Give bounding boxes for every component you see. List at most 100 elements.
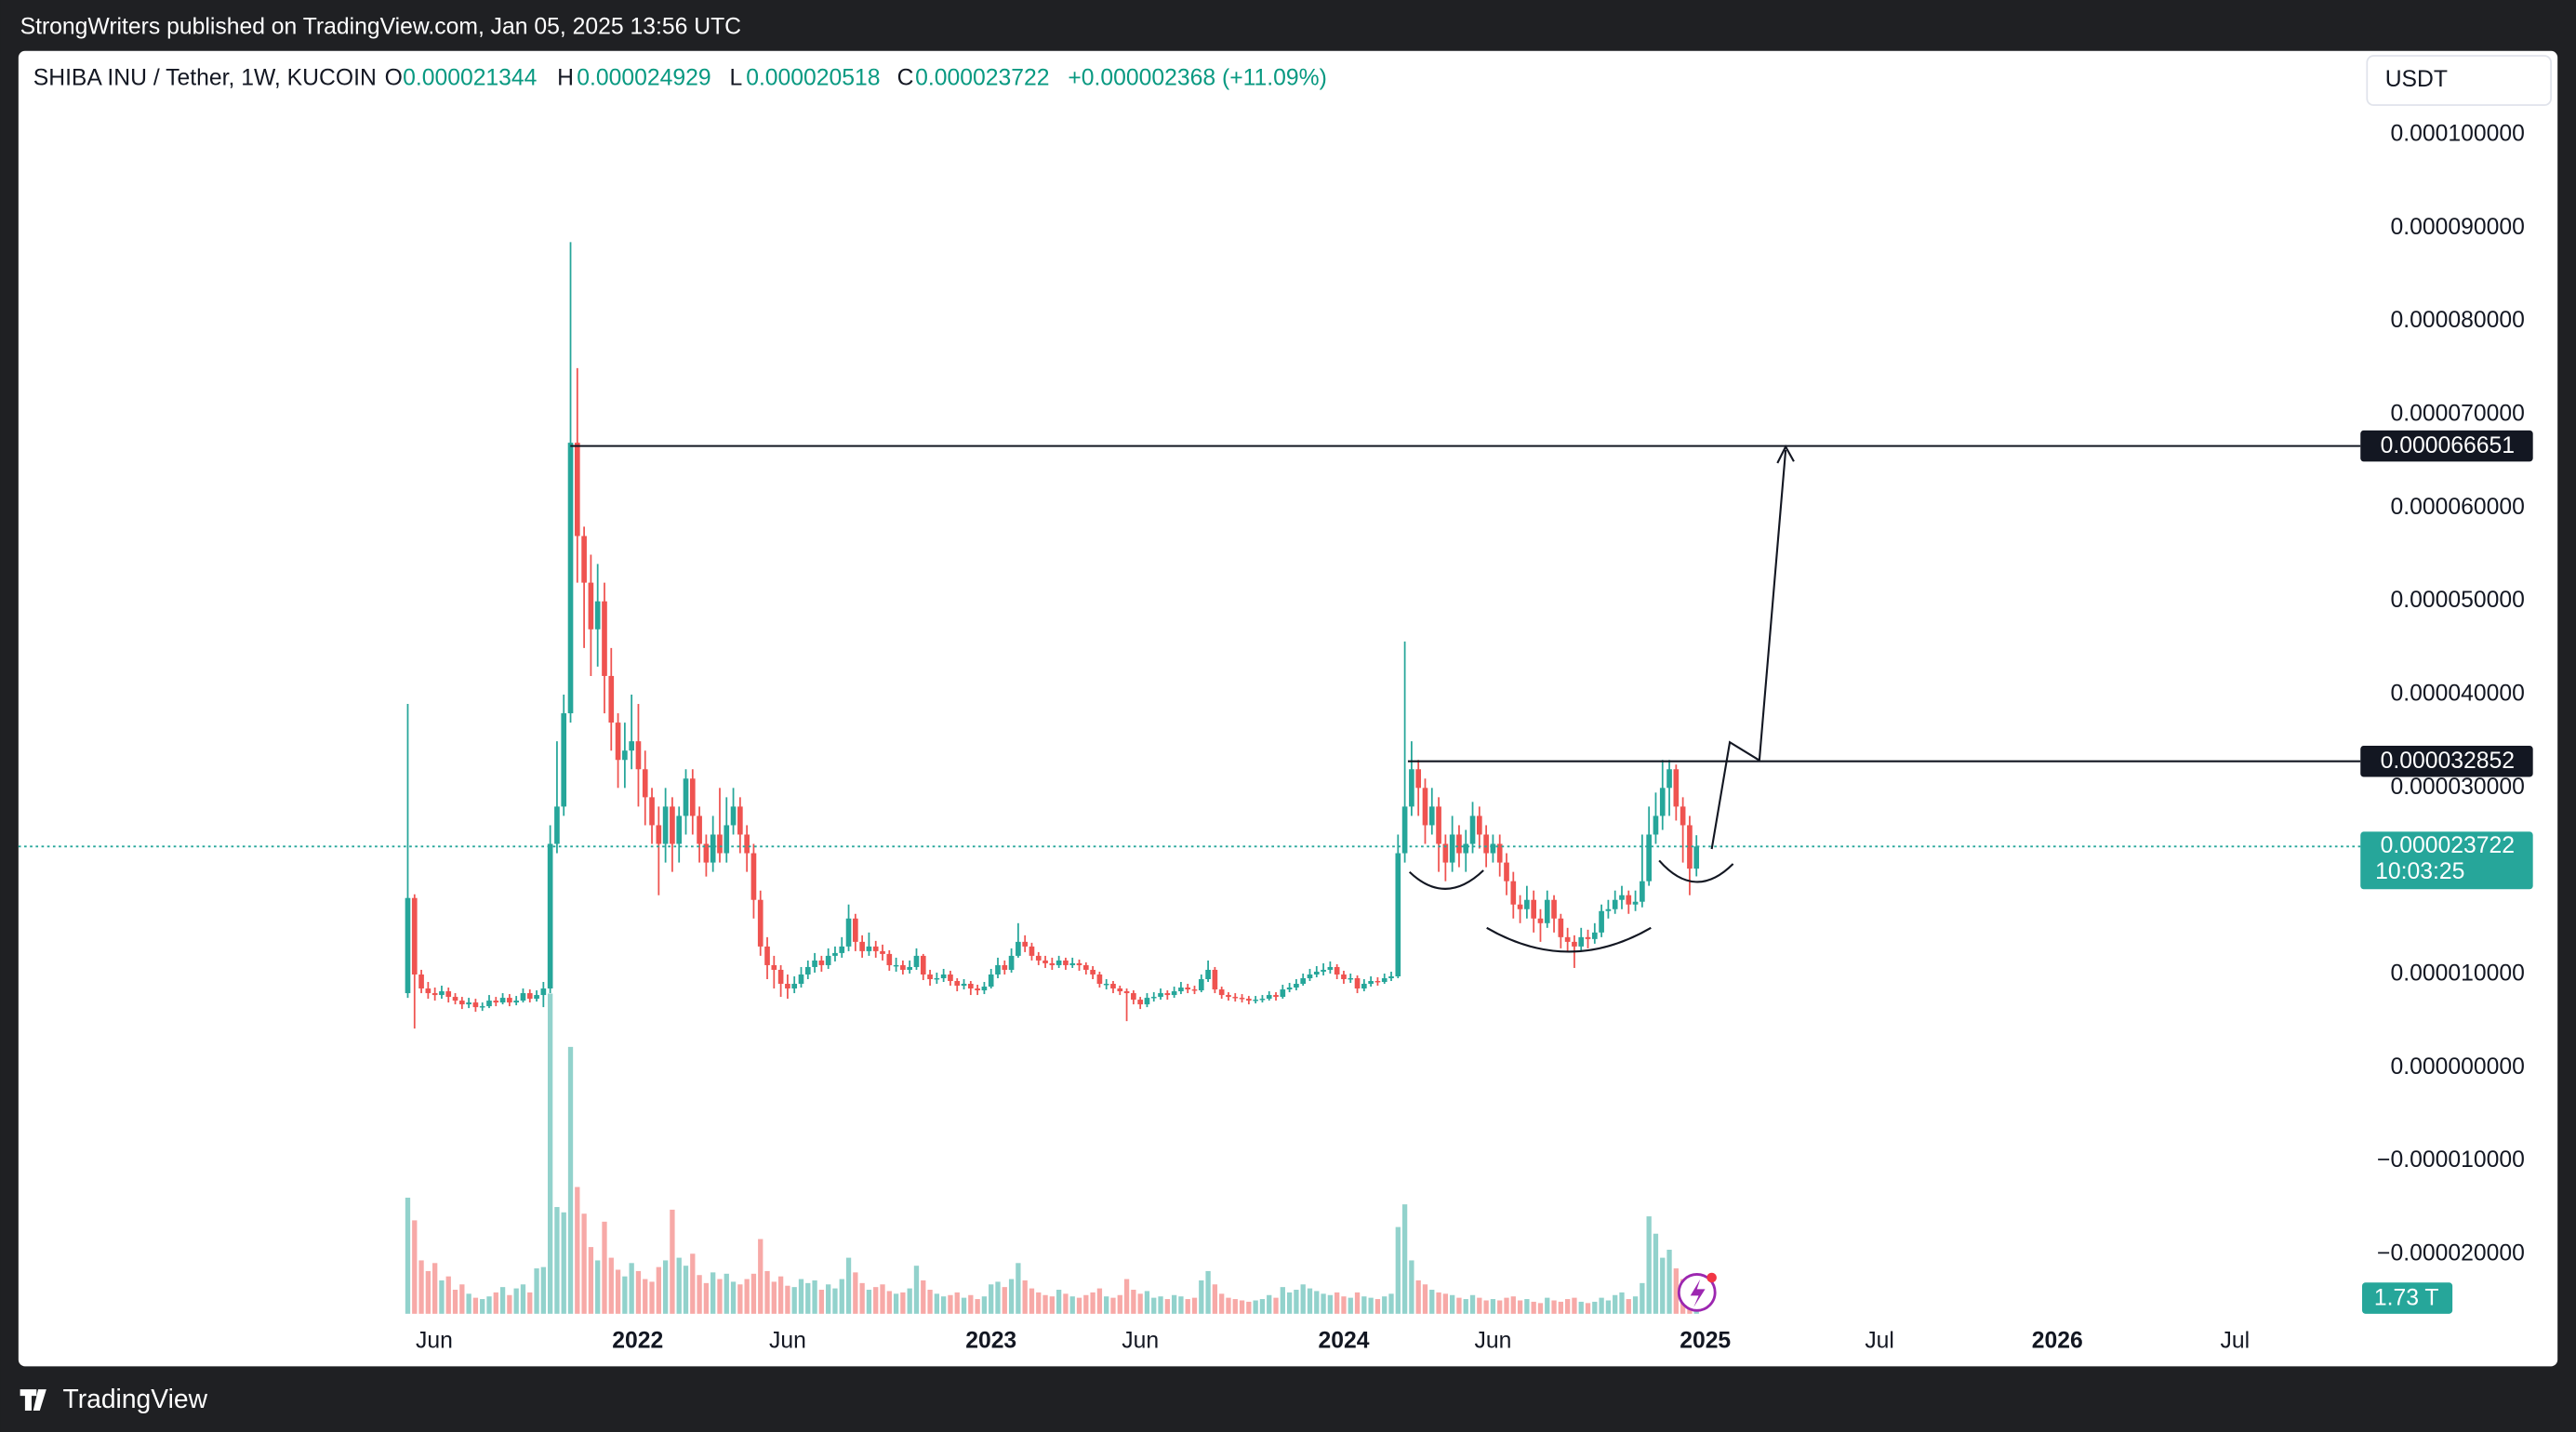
volume-bar	[839, 1279, 844, 1314]
brand-name[interactable]: TradingView	[63, 1384, 208, 1413]
volume-bar	[445, 1276, 451, 1314]
y-tick-label: −0.000020000	[2377, 1240, 2525, 1266]
x-tick-label: Jun	[769, 1328, 806, 1353]
volume-bar	[737, 1284, 743, 1314]
candle-body	[853, 918, 858, 942]
candle-body	[574, 443, 580, 537]
volume-bar	[880, 1284, 885, 1314]
candle-body	[1069, 962, 1076, 965]
candle-body	[1619, 895, 1625, 900]
volume-bar	[853, 1272, 858, 1314]
candle-body	[798, 974, 804, 985]
volume-bar	[1096, 1288, 1103, 1314]
candle-body	[777, 969, 784, 985]
volume-bar	[703, 1282, 710, 1314]
candle-body	[1226, 995, 1231, 998]
volume-bar	[1246, 1301, 1252, 1314]
volume-bar	[1653, 1233, 1659, 1314]
symbol-title: SHIBA INU / Tether, 1W, KUCOIN	[33, 65, 377, 90]
candle-body	[1259, 999, 1266, 1001]
volume-bar	[1123, 1279, 1130, 1314]
volume-bar	[1660, 1257, 1666, 1314]
volume-bar	[1212, 1284, 1218, 1314]
candle-body	[649, 797, 655, 826]
volume-bar	[948, 1294, 953, 1314]
candle-body	[1016, 941, 1021, 956]
volume-bar	[662, 1260, 669, 1314]
candle-body	[1666, 769, 1672, 789]
candle-body	[493, 1001, 499, 1003]
volume-bar	[845, 1257, 852, 1314]
volume-bar	[954, 1292, 960, 1314]
volume-bar	[1321, 1293, 1326, 1314]
currency-button[interactable]	[2366, 55, 2552, 106]
volume-bar	[975, 1299, 980, 1314]
volume-bar	[1016, 1263, 1021, 1314]
candle-body	[1409, 769, 1414, 807]
right-shoulder-arc	[1658, 859, 1734, 883]
candle-body	[1605, 908, 1612, 911]
volume-bar	[676, 1257, 682, 1314]
candle-body	[635, 741, 642, 770]
volume-bar	[1002, 1287, 1007, 1314]
volume-bar	[1368, 1297, 1374, 1314]
volume-bar	[1442, 1293, 1449, 1314]
volume-bar	[656, 1266, 661, 1314]
volume-bar	[1348, 1297, 1353, 1314]
brand-logo	[20, 1389, 46, 1412]
candle-body	[567, 443, 574, 714]
candle-body	[1368, 981, 1374, 985]
candle-body	[1680, 806, 1686, 826]
candle-body	[812, 960, 817, 967]
candle-body	[1158, 993, 1163, 998]
volume-bar	[1286, 1292, 1293, 1314]
volume-bar	[798, 1279, 804, 1314]
volume-bar	[1463, 1299, 1468, 1314]
volume-bar	[818, 1290, 825, 1314]
close-value: 0.000023722	[915, 65, 1049, 90]
candle-body	[534, 995, 539, 1000]
candle-body	[425, 988, 432, 994]
candle-body	[995, 964, 1001, 975]
candle-body	[886, 953, 893, 965]
volume-bar	[595, 1260, 601, 1314]
volume-bar	[1354, 1292, 1361, 1314]
volume-bar	[1334, 1292, 1340, 1314]
current-price-label: 0.000023722	[2381, 833, 2515, 858]
candle-body	[940, 974, 947, 978]
volume-bar	[1524, 1299, 1530, 1314]
candle-body	[1381, 977, 1388, 983]
volume-bar	[412, 1220, 418, 1314]
volume-bar	[575, 1187, 580, 1314]
candle-body	[1035, 955, 1042, 961]
volume-bar	[866, 1290, 872, 1314]
candle-body	[1076, 962, 1082, 965]
candle-body	[1504, 862, 1509, 882]
candle-body	[730, 806, 737, 826]
volume-bar	[1673, 1268, 1679, 1314]
volume-bar	[635, 1270, 642, 1314]
volume-bar	[900, 1292, 906, 1314]
volume-bar	[1388, 1293, 1394, 1314]
volume-bar	[1110, 1297, 1116, 1314]
candle-body	[1131, 993, 1136, 1001]
candle-body	[866, 946, 872, 951]
volume-bar	[608, 1257, 614, 1314]
candle-body	[662, 806, 669, 844]
projection-arrow	[1710, 449, 1787, 850]
y-tick-label: 0.000100000	[2390, 122, 2524, 147]
volume-bar	[717, 1279, 723, 1314]
volume-bar	[1374, 1299, 1381, 1314]
candle-body	[1144, 998, 1150, 1005]
candle-layer	[18, 242, 2361, 1029]
candle-body	[1524, 899, 1530, 909]
volume-bar	[1666, 1249, 1672, 1314]
candle-body	[642, 769, 648, 798]
candle-body	[880, 950, 885, 954]
volume-bar	[1646, 1216, 1652, 1314]
candle-body	[907, 966, 913, 970]
volume-bar	[1151, 1297, 1157, 1314]
volume-bar	[581, 1213, 587, 1314]
volume-bar	[1314, 1291, 1320, 1314]
currency-label[interactable]: USDT	[2385, 67, 2448, 92]
